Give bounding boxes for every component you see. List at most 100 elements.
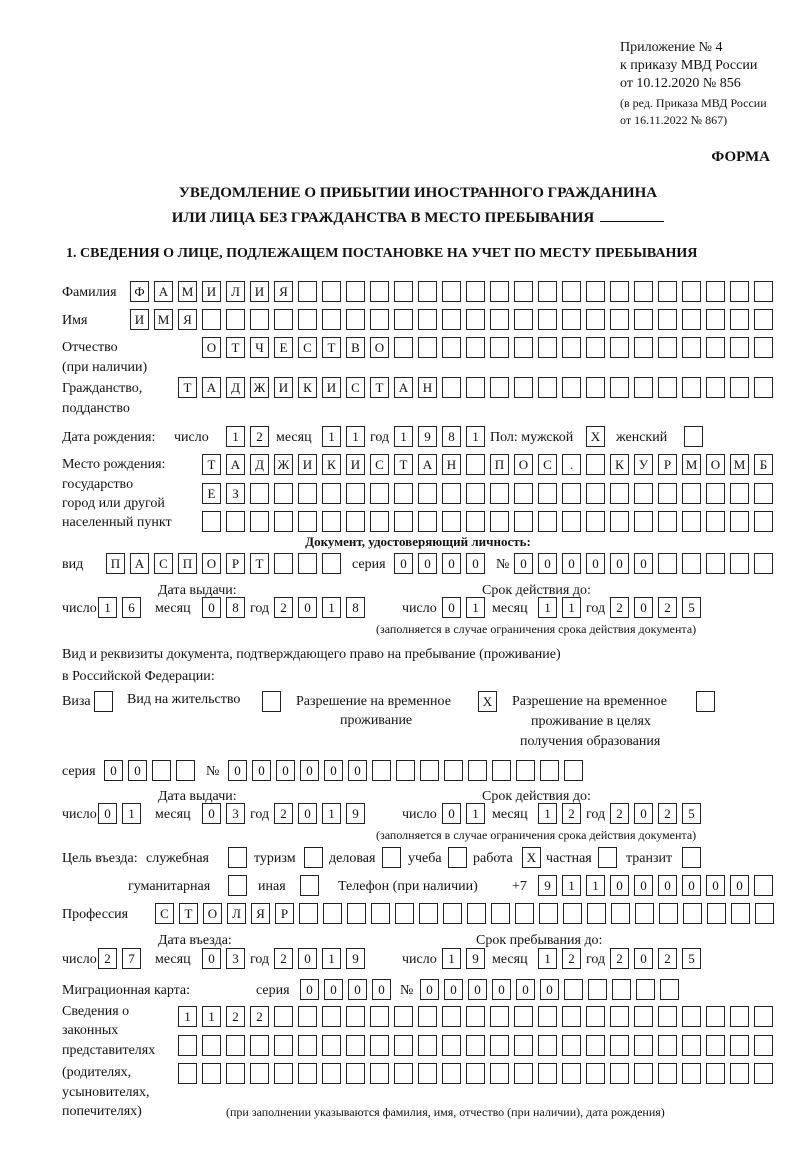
- char-cell[interactable]: И: [274, 377, 293, 398]
- char-cell[interactable]: [250, 1063, 269, 1084]
- char-cell[interactable]: X: [586, 426, 605, 447]
- char-cell[interactable]: [226, 309, 245, 330]
- char-cell[interactable]: С: [346, 377, 365, 398]
- char-cell[interactable]: [202, 1063, 221, 1084]
- char-cell[interactable]: [492, 760, 511, 781]
- char-cell[interactable]: [178, 1063, 197, 1084]
- char-cell[interactable]: [706, 511, 725, 532]
- char-cell[interactable]: 1: [466, 597, 485, 618]
- char-cell[interactable]: 0: [634, 803, 653, 824]
- char-cell[interactable]: [250, 483, 269, 504]
- char-cell[interactable]: 0: [298, 597, 317, 618]
- char-cell[interactable]: 0: [276, 760, 295, 781]
- char-cell[interactable]: 0: [202, 803, 221, 824]
- char-cell[interactable]: [658, 1006, 677, 1027]
- char-cell[interactable]: 2: [610, 948, 629, 969]
- char-cell[interactable]: [466, 454, 485, 475]
- char-cell[interactable]: [274, 483, 293, 504]
- char-cell[interactable]: [696, 691, 715, 712]
- char-cell[interactable]: 0: [298, 803, 317, 824]
- char-cell[interactable]: Е: [274, 337, 293, 358]
- char-cell[interactable]: [563, 903, 582, 924]
- char-cell[interactable]: 1: [562, 597, 581, 618]
- char-cell[interactable]: [730, 377, 749, 398]
- char-cell[interactable]: 2: [274, 597, 293, 618]
- char-cell[interactable]: [658, 483, 677, 504]
- char-cell[interactable]: [152, 760, 171, 781]
- char-cell[interactable]: Д: [226, 377, 245, 398]
- char-cell[interactable]: О: [203, 903, 222, 924]
- char-cell[interactable]: [586, 1006, 605, 1027]
- char-cell[interactable]: [610, 483, 629, 504]
- char-cell[interactable]: [322, 281, 341, 302]
- char-cell[interactable]: [322, 1035, 341, 1056]
- char-cell[interactable]: [682, 553, 701, 574]
- char-cell[interactable]: [730, 1063, 749, 1084]
- char-cell[interactable]: [370, 483, 389, 504]
- char-cell[interactable]: Ф: [130, 281, 149, 302]
- char-cell[interactable]: [514, 281, 533, 302]
- char-cell[interactable]: [490, 337, 509, 358]
- char-cell[interactable]: [394, 483, 413, 504]
- char-cell[interactable]: [682, 309, 701, 330]
- char-cell[interactable]: 0: [418, 553, 437, 574]
- char-cell[interactable]: [466, 511, 485, 532]
- char-cell[interactable]: Р: [658, 454, 677, 475]
- char-cell[interactable]: И: [130, 309, 149, 330]
- char-cell[interactable]: [418, 1063, 437, 1084]
- char-cell[interactable]: 1: [122, 803, 141, 824]
- char-cell[interactable]: [634, 483, 653, 504]
- char-cell[interactable]: [562, 511, 581, 532]
- char-cell[interactable]: [658, 377, 677, 398]
- char-cell[interactable]: 5: [682, 948, 701, 969]
- char-cell[interactable]: [658, 511, 677, 532]
- char-cell[interactable]: [466, 1063, 485, 1084]
- char-cell[interactable]: [634, 1035, 653, 1056]
- char-cell[interactable]: [682, 511, 701, 532]
- char-cell[interactable]: [634, 1006, 653, 1027]
- char-cell[interactable]: [298, 1063, 317, 1084]
- char-cell[interactable]: С: [370, 454, 389, 475]
- char-cell[interactable]: 2: [610, 803, 629, 824]
- char-cell[interactable]: 8: [346, 597, 365, 618]
- char-cell[interactable]: [538, 1006, 557, 1027]
- char-cell[interactable]: [442, 511, 461, 532]
- char-cell[interactable]: А: [418, 454, 437, 475]
- char-cell[interactable]: [538, 309, 557, 330]
- char-cell[interactable]: [298, 483, 317, 504]
- char-cell[interactable]: [682, 483, 701, 504]
- char-cell[interactable]: [658, 553, 677, 574]
- char-cell[interactable]: [538, 483, 557, 504]
- char-cell[interactable]: [371, 903, 390, 924]
- char-cell[interactable]: 0: [706, 875, 725, 896]
- char-cell[interactable]: [562, 1063, 581, 1084]
- char-cell[interactable]: 0: [300, 979, 319, 1000]
- char-cell[interactable]: [394, 1006, 413, 1027]
- char-cell[interactable]: [588, 979, 607, 1000]
- char-cell[interactable]: [586, 511, 605, 532]
- char-cell[interactable]: [346, 309, 365, 330]
- char-cell[interactable]: [298, 1035, 317, 1056]
- char-cell[interactable]: [226, 511, 245, 532]
- char-cell[interactable]: [262, 691, 281, 712]
- char-cell[interactable]: 9: [538, 875, 557, 896]
- char-cell[interactable]: [394, 309, 413, 330]
- char-cell[interactable]: 0: [538, 553, 557, 574]
- char-cell[interactable]: [448, 847, 467, 868]
- char-cell[interactable]: К: [322, 454, 341, 475]
- char-cell[interactable]: [682, 1006, 701, 1027]
- char-cell[interactable]: 2: [226, 1006, 245, 1027]
- char-cell[interactable]: [394, 281, 413, 302]
- char-cell[interactable]: [418, 309, 437, 330]
- char-cell[interactable]: [754, 281, 773, 302]
- char-cell[interactable]: [562, 309, 581, 330]
- char-cell[interactable]: [442, 377, 461, 398]
- char-cell[interactable]: У: [634, 454, 653, 475]
- char-cell[interactable]: Т: [370, 377, 389, 398]
- char-cell[interactable]: [634, 511, 653, 532]
- char-cell[interactable]: 0: [610, 553, 629, 574]
- char-cell[interactable]: [706, 337, 725, 358]
- char-cell[interactable]: [612, 979, 631, 1000]
- char-cell[interactable]: 0: [540, 979, 559, 1000]
- char-cell[interactable]: 0: [634, 875, 653, 896]
